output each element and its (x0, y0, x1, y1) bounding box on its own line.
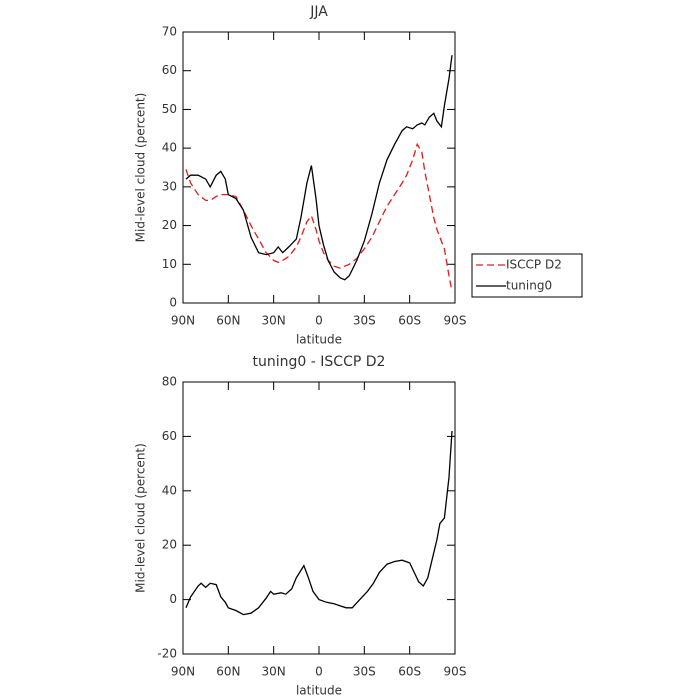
x-tick-label: 60S (398, 665, 421, 679)
x-tick-label: 90N (171, 665, 195, 679)
y-tick-label: 60 (162, 63, 177, 77)
y-tick-label: 30 (162, 179, 177, 193)
y-tick-label: 80 (162, 375, 177, 389)
x-tick-label: 30N (262, 314, 286, 328)
x-tick-label: 90S (444, 665, 467, 679)
chart-title: tuning0 - ISCCP D2 (253, 354, 386, 370)
x-tick-label: 0 (315, 314, 323, 328)
plot-frame (182, 31, 456, 304)
y-tick-label: 70 (162, 25, 177, 39)
x-tick-label: 0 (315, 665, 323, 679)
x-tick-label: 60N (216, 314, 240, 328)
legend-box (471, 253, 583, 298)
y-tick-label: 40 (162, 483, 177, 497)
y-tick-label: 20 (162, 218, 177, 232)
x-tick-label: 90N (171, 314, 195, 328)
x-tick-label: 30S (353, 314, 376, 328)
y-tick-label: 20 (162, 538, 177, 552)
x-tick-label: 30S (353, 665, 376, 679)
x-tick-label: 60N (216, 665, 240, 679)
x-axis-label: latitude (296, 333, 342, 347)
legend-label: tuning0 (506, 279, 552, 293)
y-tick-label: 60 (162, 429, 177, 443)
y-tick-label: 0 (169, 296, 177, 310)
data-line (185, 142, 453, 292)
y-tick-label: 40 (162, 141, 177, 155)
y-axis-label: Mid-level cloud (percent) (134, 443, 148, 593)
data-line (185, 55, 453, 281)
y-tick-label: 50 (162, 102, 177, 116)
y-tick-label: -20 (157, 647, 177, 661)
data-line (185, 430, 453, 616)
y-tick-label: 0 (169, 592, 177, 606)
x-tick-label: 90S (444, 314, 467, 328)
x-tick-label: 30N (262, 665, 286, 679)
y-tick-label: 10 (162, 257, 177, 271)
y-axis-label: Mid-level cloud (percent) (134, 93, 148, 243)
legend-label: ISCCP D2 (506, 258, 562, 272)
chart-title: JJA (309, 4, 328, 20)
x-tick-label: 60S (398, 314, 421, 328)
x-axis-label: latitude (296, 684, 342, 698)
plot-frame (182, 381, 456, 655)
